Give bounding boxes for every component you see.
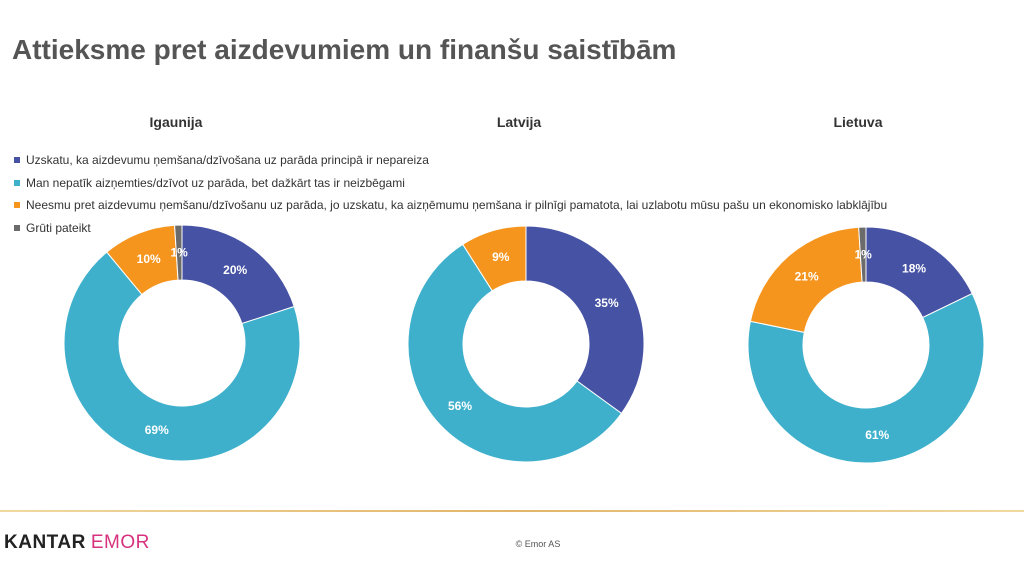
legend-item: Neesmu pret aizdevumu ņemšanu/dzīvošanu …: [14, 194, 887, 217]
logo-brand: KANTAR: [4, 532, 86, 553]
data-label: 1%: [170, 246, 188, 260]
chart-title-lietuva: Lietuva: [833, 114, 883, 130]
legend-item: Grūti pateikt: [14, 217, 887, 240]
legend-item: Man nepatīk aizņemties/dzīvot uz parāda,…: [14, 172, 887, 195]
legend-swatch: [14, 224, 20, 231]
footer-divider: [0, 510, 1024, 512]
chart-title-latvija: Latvija: [496, 114, 542, 130]
donut-slice-neizbegami: [407, 243, 623, 463]
donut-slice-nepareiza: [181, 224, 295, 325]
donut-slice-pamatota: [749, 226, 863, 333]
donut-igaunija: 20% 69% 10% 1%: [63, 224, 301, 462]
donut-latvija: 35% 56% 9%: [407, 225, 645, 463]
chart-legend: Uzskatu, ka aizdevumu ņemšana/dzīvošana …: [14, 149, 887, 239]
donut-slice-neizbegami: [747, 292, 985, 464]
legend-label: Neesmu pret aizdevumu ņemšanu/dzīvošanu …: [26, 198, 888, 213]
legend-swatch: [14, 179, 20, 186]
legend-swatch: [14, 157, 20, 164]
data-label: 56%: [448, 399, 472, 413]
donut-slice-gruti-pateikt: [858, 226, 867, 283]
data-label: 21%: [795, 270, 819, 284]
data-label: 69%: [145, 423, 169, 437]
donut-slice-pamatota: [462, 225, 527, 292]
data-label: 18%: [902, 261, 926, 275]
donut-lietuva: 18% 61% 21% 1%: [747, 226, 985, 464]
data-label: 1%: [855, 248, 873, 262]
donut-slice-gruti-pateikt: [174, 224, 183, 281]
kantar-emor-logo: KANTAR EMOR: [4, 532, 150, 554]
copyright-text: © Emor AS: [515, 539, 561, 549]
data-label: 9%: [492, 250, 510, 264]
page-title: Attieksme pret aizdevumiem un finanšu sa…: [12, 34, 677, 65]
data-label: 61%: [865, 428, 889, 442]
logo-sub: EMOR: [90, 532, 150, 553]
data-label: 20%: [223, 263, 247, 277]
data-label: 35%: [595, 296, 619, 310]
donut-slice-neizbegami: [63, 251, 301, 462]
legend-label: Uzskatu, ka aizdevumu ņemšana/dzīvošana …: [26, 153, 429, 168]
legend-item: Uzskatu, ka aizdevumu ņemšana/dzīvošana …: [14, 149, 887, 172]
chart-title-igaunija: Igaunija: [149, 114, 203, 130]
legend-swatch: [14, 202, 20, 209]
legend-label: Man nepatīk aizņemties/dzīvot uz parāda,…: [26, 175, 405, 190]
legend-label: Grūti pateikt: [26, 220, 91, 235]
donut-slice-nepareiza: [525, 225, 645, 415]
data-label: 10%: [137, 252, 161, 266]
